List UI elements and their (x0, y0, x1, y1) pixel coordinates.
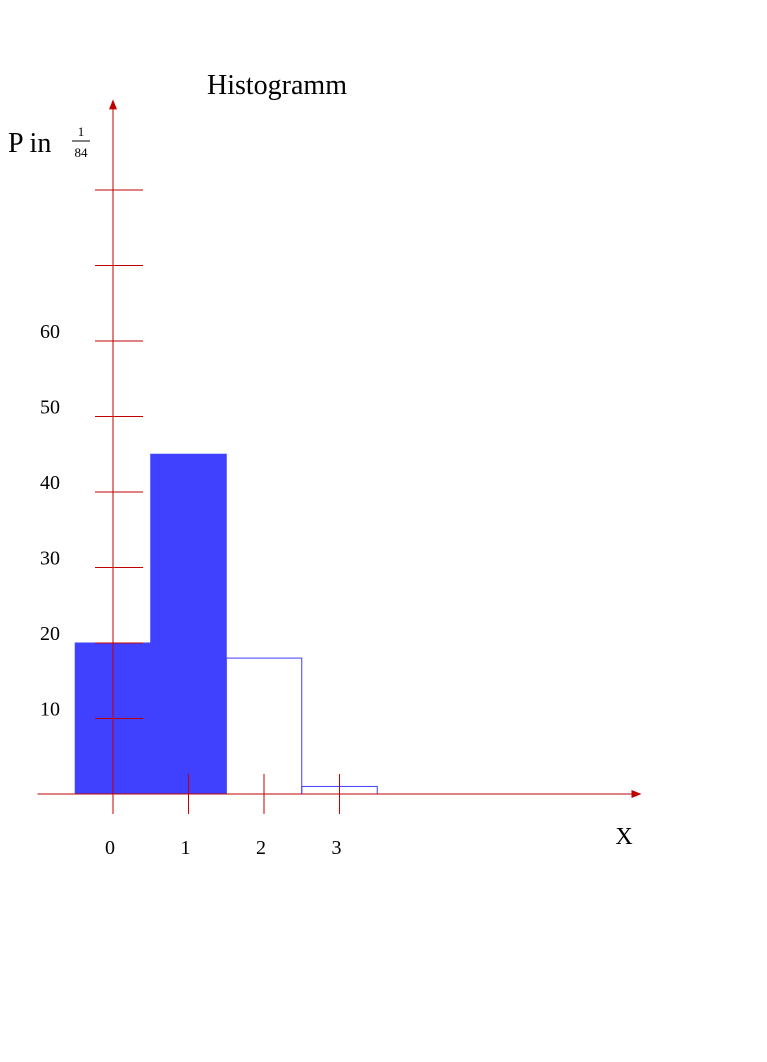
y-tick-label-60: 60 (40, 321, 60, 343)
x-tick-label-1: 1 (181, 837, 191, 859)
x-tick-label-3: 3 (332, 837, 342, 859)
histogram-bar-1 (150, 453, 227, 795)
y-axis-arrowhead (109, 99, 117, 110)
y-tick-label-10: 10 (40, 699, 60, 721)
bars-group (74, 453, 378, 795)
y-tick-label-30: 30 (40, 548, 60, 570)
x-tick-label-2: 2 (256, 837, 266, 859)
axes-group (37, 99, 642, 814)
chart-title: Histogramm (207, 70, 347, 101)
x-ticks-group: 0 1 2 3 (105, 774, 342, 859)
y-axis-label: P in 1 84 (8, 124, 90, 160)
y-axis-label-denominator: 84 (75, 145, 89, 160)
y-tick-label-40: 40 (40, 472, 60, 494)
y-tick-label-20: 20 (40, 623, 60, 645)
y-axis-label-numerator: 1 (78, 124, 85, 139)
x-axis-label: X (615, 824, 632, 850)
y-ticks-group: 10 20 30 40 50 60 (40, 189, 143, 721)
y-tick-label-50: 50 (40, 397, 60, 419)
x-tick-label-0: 0 (105, 837, 115, 859)
y-axis-label-prefix: P in (8, 128, 51, 159)
histogram-bar-2 (225, 657, 303, 795)
x-axis-arrowhead (631, 790, 642, 798)
